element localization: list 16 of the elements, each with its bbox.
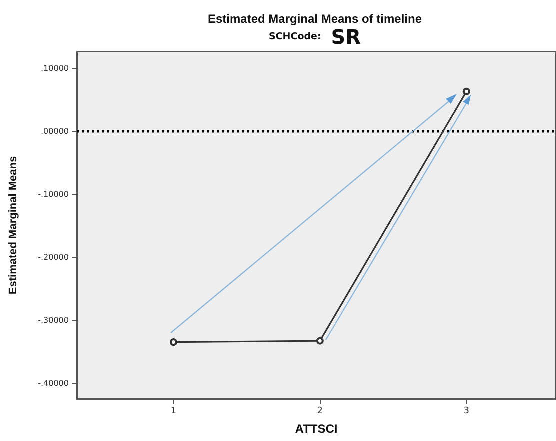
chart-subtitle: SCHCode: SR: [268, 25, 362, 49]
y-tick-label: -.10000: [38, 190, 69, 199]
y-tick-label: -.30000: [38, 316, 69, 325]
y-axis-title: Estimated Marginal Means: [8, 156, 20, 295]
y-tick-label: .00000: [41, 126, 69, 136]
x-tick-label: 3: [464, 406, 470, 416]
point: [170, 338, 178, 346]
y-tick-label: -.20000: [38, 252, 69, 262]
y-tick-label: .10000: [41, 64, 69, 73]
x-tick-label: 2: [317, 406, 324, 416]
chart-title: Estimated Marginal Means of timeline: [208, 12, 422, 26]
x-axis-title: ATTSCI: [295, 422, 338, 436]
point: [462, 88, 470, 96]
point: [316, 337, 324, 345]
x-tick-label: 1: [170, 406, 177, 416]
y-tick-label: -.40000: [38, 378, 69, 388]
